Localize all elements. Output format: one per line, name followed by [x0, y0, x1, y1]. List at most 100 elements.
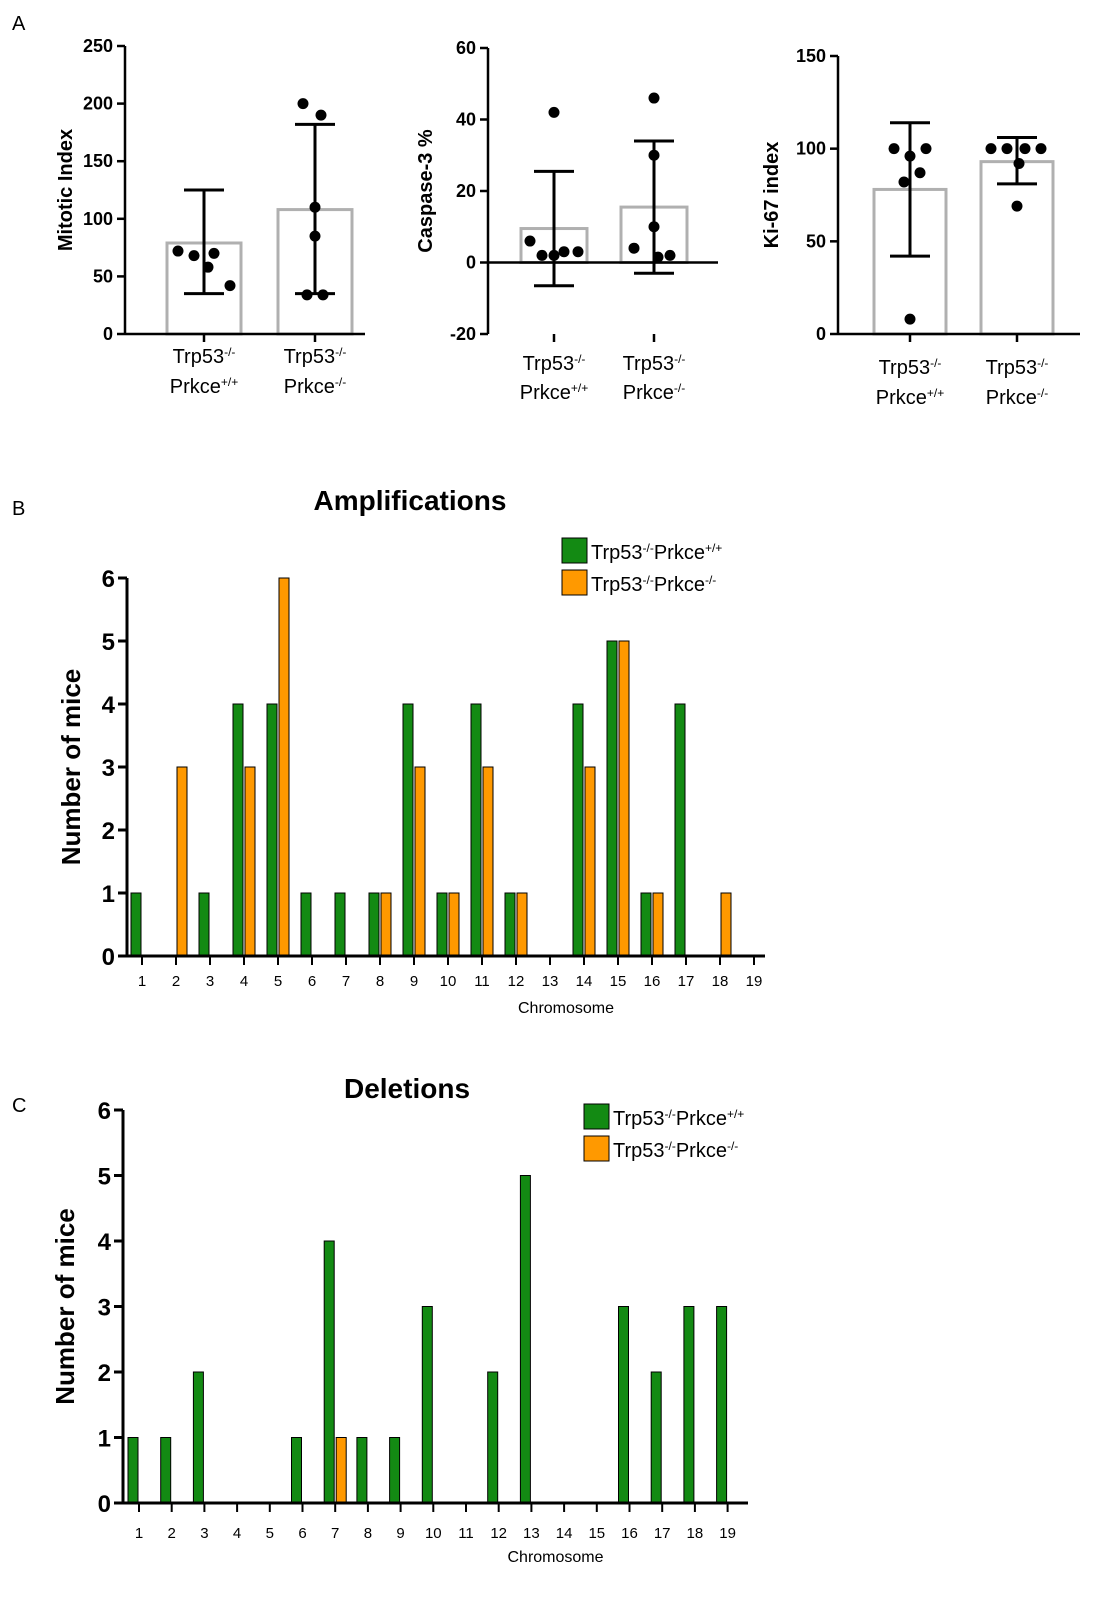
x-tick-label: 16 — [644, 973, 661, 990]
bar-prkce-ko — [516, 892, 528, 957]
x-tick-label: 19 — [719, 1525, 736, 1542]
data-point — [202, 261, 214, 273]
bar-prkce-ko — [652, 892, 664, 957]
data-point — [548, 249, 560, 261]
y-tick-label: 100 — [796, 139, 826, 159]
y-axis-label: Number of mice — [50, 1208, 80, 1405]
bar-prkce-wt — [606, 640, 618, 957]
y-tick-label: 0 — [816, 324, 826, 344]
bar-prkce-wt — [674, 703, 686, 957]
legend-swatch — [561, 537, 588, 564]
x-tick-label: 14 — [556, 1525, 573, 1542]
x-axis-label: Chromosome — [507, 1549, 603, 1566]
bar-prkce-ko — [244, 766, 256, 957]
data-point — [648, 221, 660, 233]
y-tick-label: 0 — [102, 944, 115, 971]
x-tick-label: 15 — [588, 1525, 605, 1542]
data-point — [548, 106, 560, 118]
y-tick-label: 5 — [98, 1164, 111, 1191]
x-tick-label: 6 — [308, 973, 316, 990]
y-tick-label: 0 — [103, 324, 113, 344]
data-point — [572, 246, 584, 258]
chart-title: Deletions — [344, 1073, 470, 1104]
bar-prkce-wt — [519, 1175, 531, 1504]
y-tick-label: 0 — [98, 1491, 111, 1518]
y-tick-label: 60 — [456, 38, 476, 58]
bar-prkce-wt — [130, 892, 142, 957]
y-axis-label: Ki-67 index — [761, 142, 783, 249]
y-tick-label: 150 — [83, 151, 113, 171]
bar-prkce-wt — [127, 1437, 139, 1504]
data-point — [985, 143, 997, 155]
x-tick-label: 12 — [490, 1525, 507, 1542]
y-tick-label: 1 — [102, 881, 115, 908]
x-tick-label: 1 — [138, 973, 146, 990]
x-tick-label: 10 — [440, 973, 457, 990]
data-point — [1013, 157, 1025, 169]
bar-prkce-ko — [448, 892, 460, 957]
x-tick-label: 16 — [621, 1525, 638, 1542]
category-label-line1: Trp53-/- — [284, 345, 347, 368]
x-tick-label: 4 — [240, 973, 248, 990]
y-tick-label: 4 — [102, 692, 116, 719]
data-point — [898, 176, 910, 188]
data-point — [648, 92, 660, 104]
y-tick-label: 0 — [466, 253, 476, 273]
bar-prkce-wt — [683, 1306, 695, 1504]
category-label-line1: Trp53-/- — [523, 352, 586, 375]
bar-prkce-wt — [487, 1371, 499, 1504]
data-point — [208, 247, 220, 259]
x-tick-label: 8 — [376, 973, 384, 990]
y-tick-label: 6 — [102, 566, 115, 593]
bar-prkce-wt — [356, 1437, 368, 1504]
y-tick-label: 40 — [456, 110, 476, 130]
bar-prkce-wt — [436, 892, 448, 957]
ki67-index-chart: 0 50 100 150 Ki-67 index Trp53-/- Prkce+/+ Trp5… — [761, 46, 1080, 409]
x-tick-label: 5 — [274, 973, 282, 990]
x-tick-label: 9 — [410, 973, 418, 990]
bar-prkce-ko — [380, 892, 392, 957]
bar-prkce-wt — [232, 703, 244, 957]
bar-prkce-wt — [402, 703, 414, 957]
legend-swatch — [561, 569, 588, 596]
data-point — [920, 143, 932, 155]
legend-swatch — [583, 1135, 610, 1162]
y-tick-label: 2 — [98, 1360, 111, 1387]
data-point — [558, 246, 570, 258]
data-point — [888, 143, 900, 155]
y-tick-label: 50 — [806, 231, 826, 251]
y-tick-label: 1 — [98, 1426, 111, 1453]
x-axis-label: Chromosome — [518, 1000, 614, 1017]
category-label-line2: Prkce+/+ — [520, 381, 588, 404]
bar-prkce-wt — [389, 1437, 401, 1504]
y-tick-label: 3 — [98, 1295, 111, 1322]
x-tick-label: 2 — [172, 973, 180, 990]
x-tick-label: 17 — [654, 1525, 671, 1542]
data-point — [188, 250, 200, 262]
panel-label-b: B — [12, 498, 25, 520]
category-label-line2: Prkce+/+ — [876, 386, 944, 409]
y-tick-label: 200 — [83, 94, 113, 114]
x-tick-label: 7 — [331, 1525, 339, 1542]
mitotic-index-chart: 0 50 100 150 200 250 Mitotic Index Trp53-/- Prkc… — [55, 36, 365, 398]
bar-prkce-ko — [618, 640, 630, 957]
x-tick-label: 18 — [712, 973, 729, 990]
category-label-line2: Prkce-/- — [986, 386, 1048, 409]
bar-prkce-ko — [335, 1437, 347, 1504]
y-tick-label: 5 — [102, 629, 115, 656]
bar-prkce-wt — [198, 892, 210, 957]
data-point — [536, 249, 548, 261]
x-tick-label: 18 — [687, 1525, 704, 1542]
category-label-line2: Prkce-/- — [623, 381, 685, 404]
bar-prkce-ko — [414, 766, 426, 957]
x-tick-label: 1 — [135, 1525, 143, 1542]
data-point — [1011, 200, 1023, 212]
data-point — [309, 230, 321, 242]
y-tick-label: 250 — [83, 36, 113, 56]
bar-prkce-ko — [482, 766, 494, 957]
bar-prkce-wt — [291, 1437, 302, 1504]
x-tick-label: 4 — [233, 1525, 241, 1542]
bar-prkce-ko — [720, 892, 732, 957]
